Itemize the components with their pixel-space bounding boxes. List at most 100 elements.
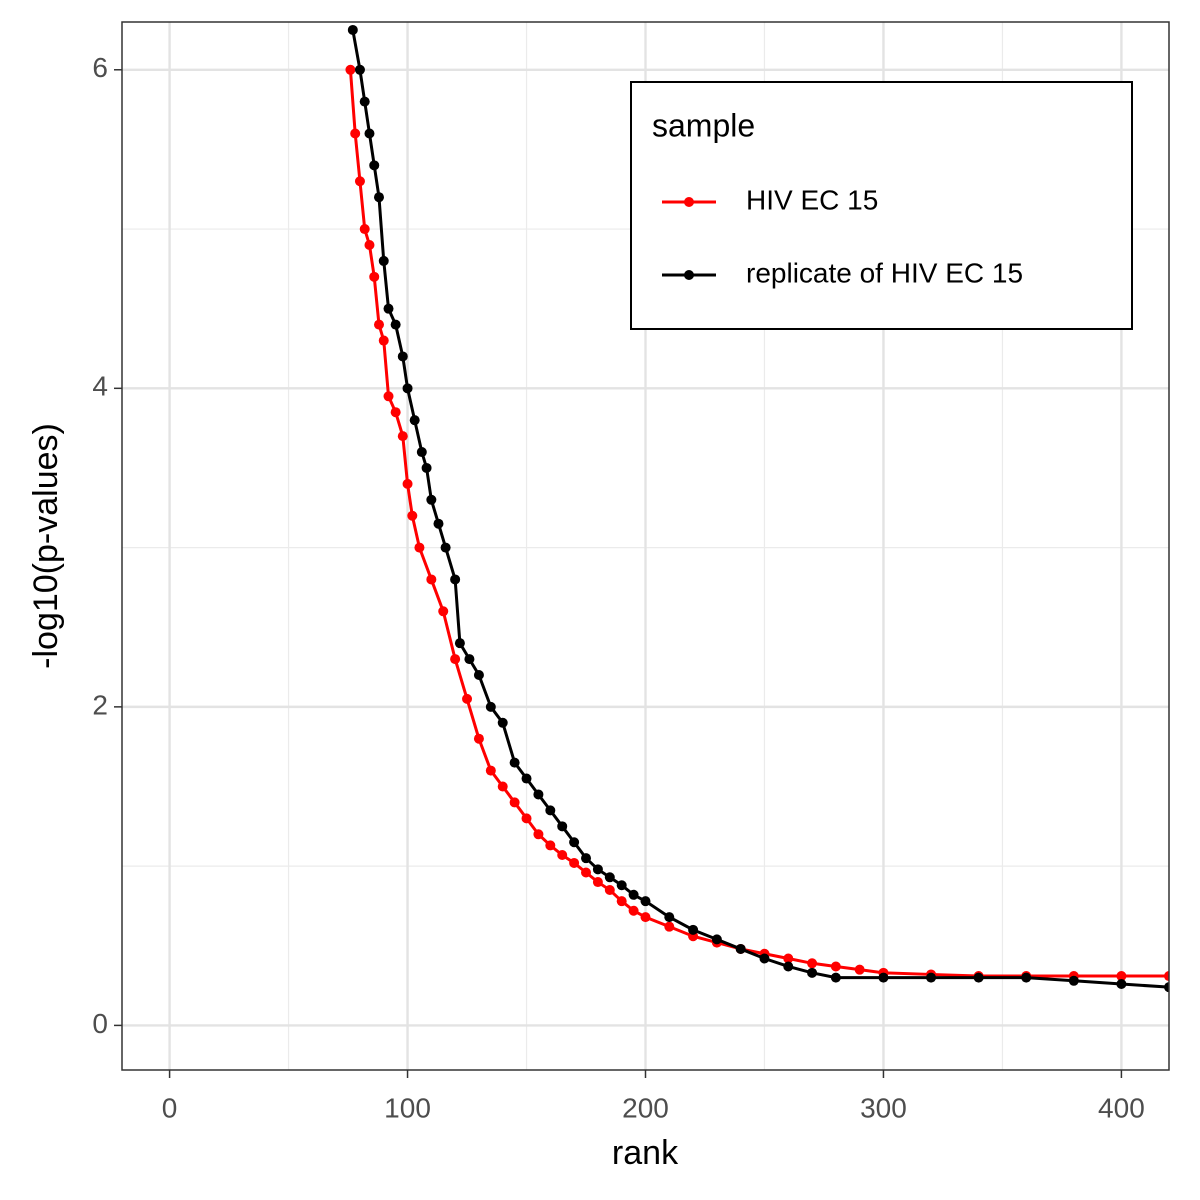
data-point — [509, 797, 520, 808]
data-point — [350, 128, 361, 139]
data-point — [521, 813, 532, 824]
data-point — [397, 351, 408, 362]
data-point — [783, 953, 794, 964]
data-point — [416, 447, 427, 458]
data-point — [390, 319, 401, 330]
data-point — [557, 821, 568, 832]
data-point — [521, 773, 532, 784]
data-point — [926, 972, 937, 983]
data-point — [759, 953, 770, 964]
data-point — [359, 224, 370, 235]
data-point — [426, 574, 437, 585]
data-point — [364, 128, 375, 139]
data-point — [438, 606, 449, 617]
data-point — [604, 872, 615, 883]
data-point — [497, 717, 508, 728]
data-point — [464, 654, 475, 665]
data-point — [354, 176, 365, 187]
data-point — [369, 160, 380, 171]
legend: sample HIV EC 15 replicate of HIV EC 15 — [630, 81, 1133, 330]
legend-marker — [684, 270, 694, 280]
data-point — [616, 880, 627, 891]
data-point — [557, 849, 568, 860]
data-point — [454, 638, 465, 649]
data-point — [509, 757, 520, 768]
data-point — [373, 319, 384, 330]
data-point — [711, 934, 722, 945]
data-point — [592, 864, 603, 875]
y-tick-label: 4 — [92, 371, 108, 402]
data-point — [409, 415, 420, 426]
data-point — [378, 335, 389, 346]
data-point — [878, 972, 889, 983]
legend-title: sample — [652, 107, 755, 143]
data-point — [347, 24, 358, 35]
legend-marker — [684, 197, 694, 207]
data-point — [383, 303, 394, 314]
data-point — [1164, 982, 1169, 993]
data-point — [604, 885, 615, 896]
data-point — [414, 542, 425, 553]
y-axis-label: -log10(p-values) — [27, 423, 65, 669]
data-point — [497, 781, 508, 792]
data-point — [545, 840, 556, 851]
data-point — [640, 896, 651, 907]
data-point — [402, 478, 413, 489]
data-point — [359, 96, 370, 107]
data-point — [473, 733, 484, 744]
x-tick-label: 200 — [622, 1092, 669, 1123]
data-point — [581, 867, 592, 878]
data-point — [533, 829, 544, 840]
legend-label: HIV EC 15 — [746, 184, 878, 215]
data-point — [854, 964, 865, 975]
data-point — [545, 805, 556, 816]
data-point — [485, 765, 496, 776]
data-point — [569, 857, 580, 868]
legend-box — [630, 81, 1133, 330]
data-point — [485, 701, 496, 712]
data-point — [807, 967, 818, 978]
data-point — [421, 462, 432, 473]
y-tick-label: 0 — [92, 1008, 108, 1039]
data-point — [1068, 975, 1079, 986]
data-point — [735, 943, 746, 954]
data-point — [616, 896, 627, 907]
data-point — [354, 64, 365, 75]
data-point — [378, 255, 389, 266]
data-point — [462, 693, 473, 704]
data-point — [569, 837, 580, 848]
data-point — [426, 494, 437, 505]
data-point — [407, 510, 418, 521]
data-point — [830, 972, 841, 983]
data-point — [830, 961, 841, 972]
data-point — [345, 64, 356, 75]
data-point — [397, 431, 408, 442]
data-point — [450, 574, 461, 585]
y-tick-label: 6 — [92, 52, 108, 83]
data-point — [473, 670, 484, 681]
data-point — [1021, 972, 1032, 983]
data-point — [383, 391, 394, 402]
data-point — [402, 383, 413, 394]
data-point — [1164, 971, 1169, 982]
data-point — [364, 239, 375, 250]
data-point — [440, 542, 451, 553]
plot-area — [345, 24, 1169, 993]
data-point — [664, 912, 675, 923]
x-tick-label: 0 — [162, 1092, 178, 1123]
legend-label: replicate of HIV EC 15 — [746, 257, 1023, 288]
x-tick-label: 100 — [384, 1092, 431, 1123]
data-point — [664, 921, 675, 932]
data-point — [390, 407, 401, 418]
data-point — [1116, 971, 1127, 982]
data-point — [807, 958, 818, 969]
x-axis-label: rank — [612, 1134, 679, 1172]
x-tick-label: 300 — [860, 1092, 907, 1123]
data-point — [369, 271, 380, 282]
data-point — [688, 924, 699, 935]
data-point — [581, 853, 592, 864]
data-point — [628, 905, 639, 916]
data-point — [433, 518, 444, 529]
data-point — [1116, 978, 1127, 989]
